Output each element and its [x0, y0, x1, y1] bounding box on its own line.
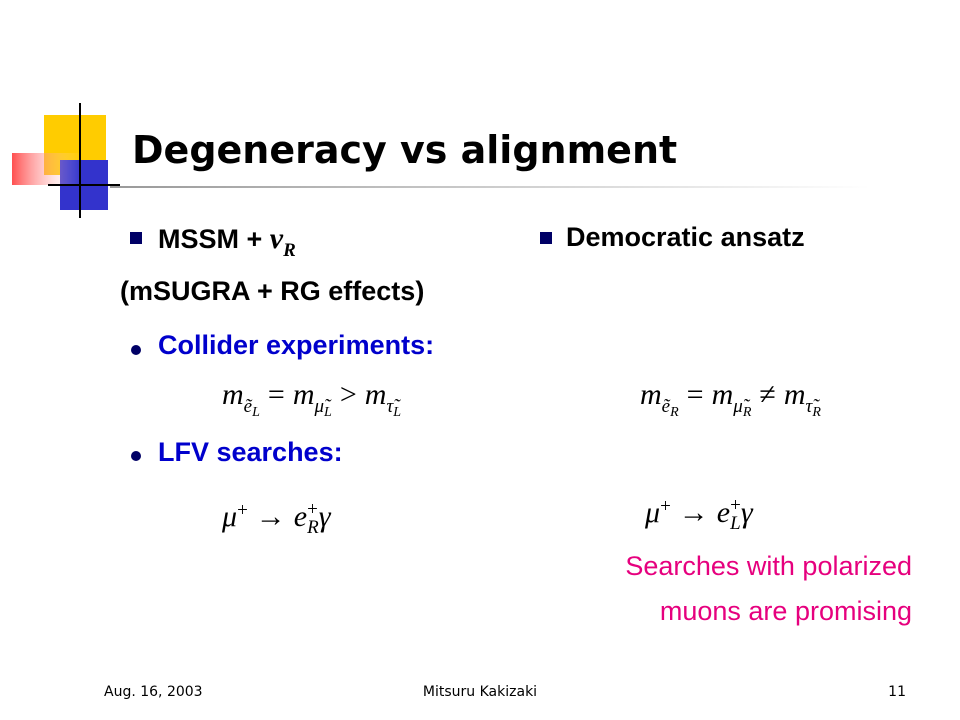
math-part: μ̃L: [314, 396, 332, 420]
math-part: m: [640, 378, 662, 411]
math-part: R: [283, 240, 296, 261]
note: (mSUGRA + RG effects): [120, 276, 425, 306]
math-part: m: [711, 378, 734, 411]
math-part: R: [812, 405, 821, 420]
math-part: μ: [645, 496, 661, 529]
formula: mẽL= mμ̃L> mτ̃L: [222, 378, 401, 421]
math-part: +: [237, 500, 248, 521]
math-part: =: [686, 378, 704, 411]
math-part: R: [307, 517, 319, 539]
math-part: γ: [740, 496, 753, 529]
math-part: L: [393, 405, 402, 420]
highlight-line: Searches with polarized: [625, 551, 912, 581]
highlight: Searches with polarized muons are promis…: [625, 544, 912, 634]
math-part: m: [292, 378, 315, 411]
bullet: Democratic ansatz: [566, 222, 805, 252]
highlight-line: muons are promising: [659, 596, 912, 626]
math-part: +: [307, 499, 318, 521]
math-part: e: [293, 500, 308, 533]
footer-page: 11: [888, 684, 906, 700]
math-part: e: [716, 496, 731, 529]
math-part: m: [364, 378, 387, 411]
math-part: L: [324, 405, 332, 420]
formula: νR: [269, 222, 296, 261]
math-part: ≠: [759, 378, 776, 411]
footer-author: Mitsuru Kakizaki: [422, 684, 538, 700]
footer-date: Aug. 16, 2003: [104, 684, 203, 700]
math-part: +: [660, 496, 671, 517]
formula: mẽR= mμ̃R≠ mτ̃R: [640, 378, 821, 421]
math-part: τ̃R: [805, 396, 821, 420]
math-part: R: [742, 405, 752, 420]
math-part: L: [252, 405, 260, 420]
sub-bullet: LFV searches:: [158, 437, 343, 467]
math-part: ν: [269, 222, 284, 255]
math-part: m: [783, 378, 806, 411]
math-part: τ̃L: [386, 396, 402, 420]
bullet-text: MSSM +: [158, 224, 263, 254]
math-part: =: [267, 378, 285, 411]
slide-title: Degeneracy vs alignment: [132, 128, 678, 172]
math-part: μ: [222, 500, 238, 533]
math-part: R: [670, 405, 679, 420]
sub-bullet: Collider experiments:: [158, 330, 435, 360]
math-part: >: [339, 378, 357, 411]
math-part: ẽR: [661, 396, 679, 420]
math-part: ẽL: [243, 396, 260, 420]
math-part: m: [222, 378, 244, 411]
math-part: →: [678, 496, 709, 529]
bullet: MSSM + νR: [158, 222, 296, 262]
math-part: +: [730, 495, 741, 517]
math-part: L: [730, 513, 741, 535]
math-part: + R: [307, 499, 319, 539]
math-part: γ: [318, 500, 331, 533]
math-part: + L: [730, 495, 741, 535]
math-part: →: [255, 500, 286, 533]
math-part: μ̃R: [733, 396, 752, 420]
